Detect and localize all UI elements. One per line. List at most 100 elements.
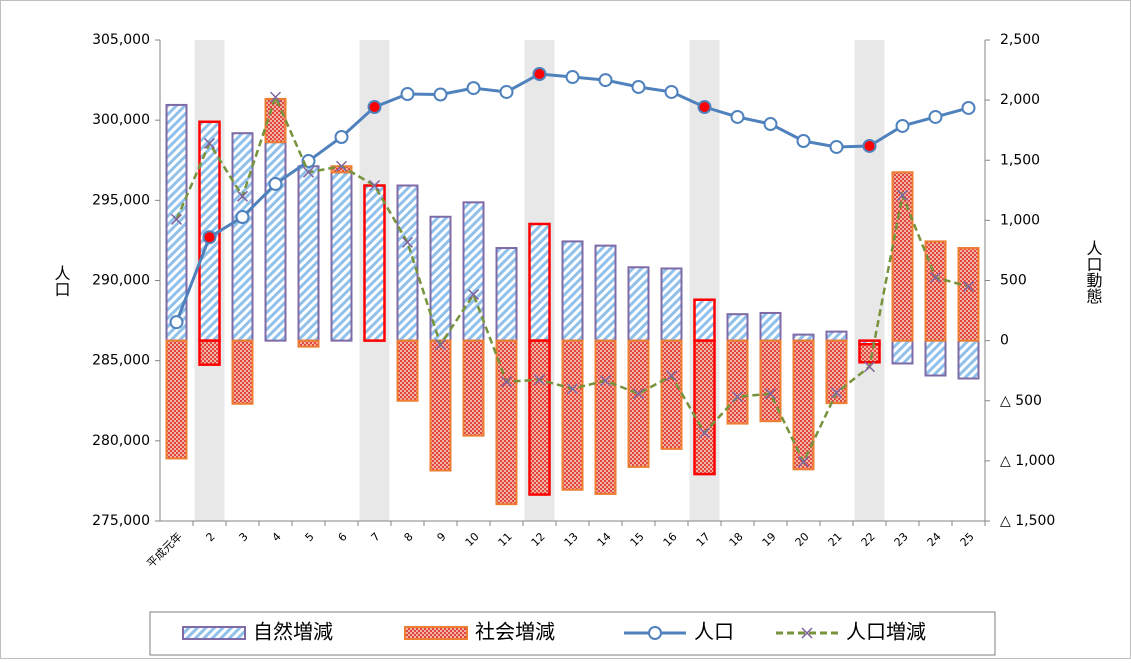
- marker: [467, 289, 480, 301]
- bar: [924, 240, 947, 342]
- bar: [264, 141, 287, 342]
- marker: [664, 84, 679, 99]
- marker: [433, 87, 448, 102]
- bar: [297, 339, 320, 348]
- bar: [627, 339, 650, 468]
- bar: [726, 313, 749, 342]
- marker: [763, 117, 778, 132]
- marker: [500, 376, 513, 388]
- bar: [528, 339, 551, 496]
- bar: [726, 339, 749, 425]
- y-tick-label: 280,000: [92, 433, 150, 449]
- marker: [961, 100, 976, 115]
- bar: [528, 222, 551, 342]
- marker: [599, 375, 612, 387]
- y2-axis-title: 人口動態: [1084, 240, 1103, 304]
- bar: [363, 184, 386, 342]
- legend-marker: [648, 626, 662, 640]
- marker: [896, 189, 909, 201]
- legend-swatch: [404, 626, 468, 640]
- bar: [660, 267, 683, 342]
- y2-tick-label: △ 1,500: [1000, 513, 1055, 529]
- bar: [495, 247, 518, 342]
- marker: [400, 87, 415, 102]
- legend-label: 社会増減: [475, 620, 555, 644]
- bar: [396, 339, 419, 402]
- bar: [924, 339, 947, 377]
- y-tick-label: 275,000: [92, 513, 150, 529]
- marker: [203, 137, 216, 149]
- bar: [462, 201, 485, 342]
- bar: [627, 266, 650, 342]
- bar: [396, 184, 419, 342]
- bar: [165, 339, 188, 460]
- bar: [429, 339, 452, 472]
- marker: [268, 176, 283, 191]
- marker: [863, 361, 876, 373]
- marker: [302, 166, 315, 178]
- y2-tick-label: 500: [1000, 273, 1027, 289]
- bar: [858, 342, 881, 364]
- bar: [198, 339, 221, 366]
- legend-label: 自然増減: [253, 620, 333, 644]
- marker: [631, 79, 646, 94]
- bar: [594, 244, 617, 342]
- y2-tick-label: 2,500: [1000, 32, 1040, 48]
- y-tick-label: 300,000: [92, 112, 150, 128]
- marker: [730, 109, 745, 124]
- marker: [829, 139, 844, 154]
- bar: [891, 171, 914, 342]
- marker: [334, 130, 349, 145]
- marker: [797, 456, 810, 468]
- bar: [330, 171, 353, 342]
- marker: [665, 370, 678, 382]
- marker: [598, 73, 613, 88]
- legend: [149, 611, 996, 656]
- highlight-band: [854, 40, 885, 521]
- bar: [891, 339, 914, 365]
- y2-tick-label: 1,000: [1000, 212, 1040, 228]
- bar: [759, 339, 782, 423]
- bar: [297, 165, 320, 342]
- marker: [169, 315, 184, 330]
- legend-swatch: [182, 626, 246, 640]
- bar: [231, 339, 254, 405]
- bar: [594, 339, 617, 495]
- bar: [957, 339, 980, 380]
- marker: [632, 388, 645, 400]
- marker: [895, 118, 910, 133]
- y-axis-title: 人口: [52, 265, 71, 297]
- marker: [796, 134, 811, 149]
- marker: [698, 427, 711, 439]
- marker: [928, 109, 943, 124]
- y2-tick-label: 2,000: [1000, 92, 1040, 108]
- bar: [759, 311, 782, 342]
- marker: [368, 179, 381, 192]
- y2-tick-label: 1,500: [1000, 152, 1040, 168]
- marker: [962, 280, 975, 293]
- y2-tick-label: 0: [1000, 333, 1009, 349]
- bar: [462, 339, 485, 437]
- bar: [495, 339, 518, 506]
- bar: [561, 339, 584, 491]
- marker: [269, 91, 282, 103]
- marker: [202, 230, 217, 245]
- y2-tick-label: △ 1,000: [1000, 453, 1055, 469]
- marker: [566, 383, 579, 395]
- bar: [792, 339, 815, 471]
- bar: [957, 247, 980, 342]
- marker: [764, 388, 777, 400]
- marker: [532, 66, 547, 81]
- bar: [660, 339, 683, 450]
- bar: [693, 298, 716, 342]
- marker: [401, 236, 414, 248]
- marker: [731, 391, 744, 403]
- bar: [561, 240, 584, 342]
- legend-label: 人口: [694, 620, 734, 644]
- marker: [862, 138, 877, 153]
- marker: [335, 160, 348, 172]
- y-tick-label: 295,000: [92, 192, 150, 208]
- marker: [235, 210, 250, 225]
- y2-tick-label: △ 500: [1000, 393, 1042, 409]
